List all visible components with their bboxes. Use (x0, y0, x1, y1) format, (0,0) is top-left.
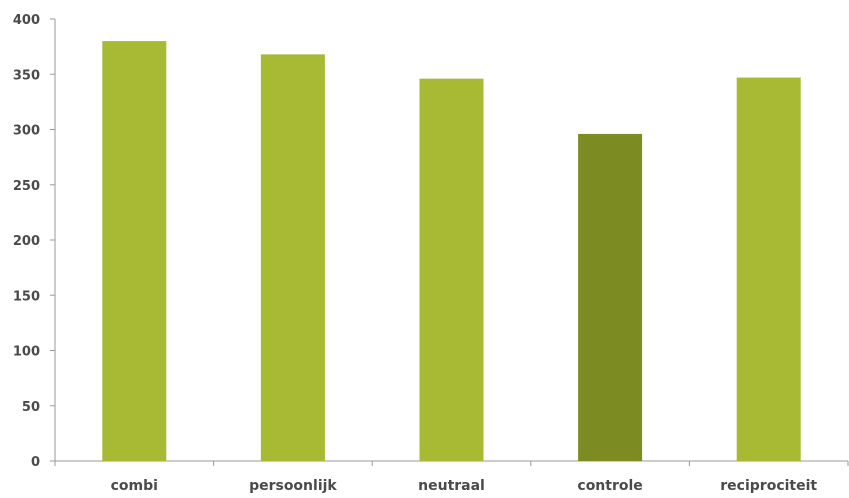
y-tick-label: 100 (13, 345, 40, 360)
y-tick-label: 400 (13, 13, 40, 28)
x-category-label: controle (577, 478, 642, 494)
x-category-label: combi (111, 478, 158, 494)
y-axis: 0 50 100 150 200 250 300 350 400 (13, 13, 56, 470)
bar-persoonlijk (260, 54, 325, 462)
bars (102, 41, 801, 462)
y-tick-label: 200 (13, 234, 40, 249)
bar-combi (102, 41, 167, 461)
bar-neutraal (419, 78, 484, 462)
x-category-label: reciprociteit (720, 478, 817, 494)
y-tick-label: 150 (13, 289, 40, 304)
bar-controle (578, 133, 643, 462)
y-tick-label: 50 (22, 400, 40, 415)
y-tick-label: 0 (31, 455, 40, 470)
category-labels: combi persoonlijk neutraal controle reciproc… (111, 478, 818, 494)
x-axis (54, 460, 849, 466)
bar-reciprociteit (736, 77, 801, 461)
y-tick-label: 300 (13, 124, 40, 139)
x-category-label: persoonlijk (249, 478, 337, 494)
y-tick-label: 350 (13, 68, 40, 83)
y-tick-label: 250 (13, 179, 40, 194)
x-category-label: neutraal (418, 478, 485, 494)
